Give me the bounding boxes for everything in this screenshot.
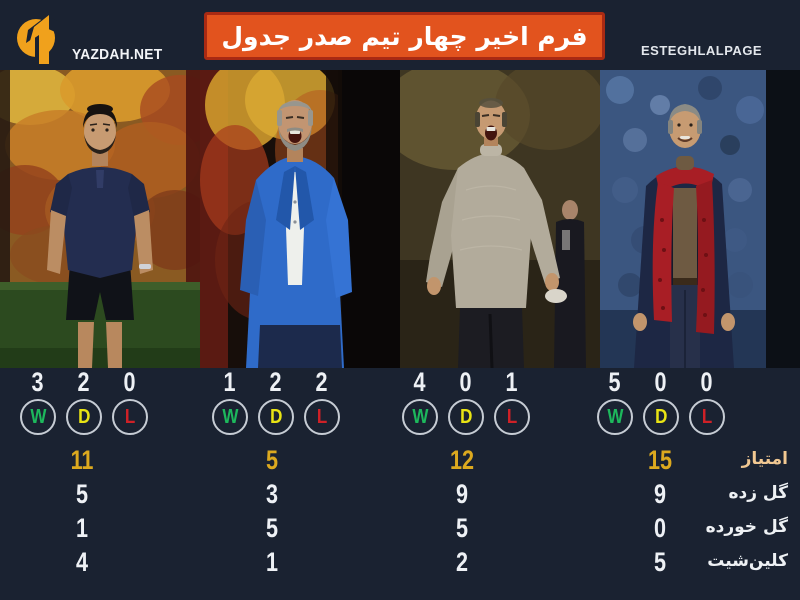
win-letter: W (221, 406, 239, 428)
team2-goals-conceded: 5 (265, 513, 279, 543)
credit-text: ESTEGHLALPAGE (641, 43, 763, 58)
loss-letter: L (506, 406, 518, 428)
team1-draws-count: 2 (77, 367, 91, 397)
team4-goals-conceded: 0 (653, 513, 667, 543)
draw-letter: D (77, 406, 91, 428)
coach-photo-strip (0, 70, 800, 368)
team4-goals-scored: 9 (653, 479, 667, 509)
team1-losses-count: 0 (123, 367, 137, 397)
loss-letter: L (701, 406, 713, 428)
team1-goals-scored: 5 (75, 479, 89, 509)
team4-points: 15 (647, 445, 673, 475)
clean-sheets-row: 4 1 2 5 کلین‌شیت (0, 546, 800, 580)
draw-badge: D (258, 399, 294, 435)
loss-badge: L (494, 399, 530, 435)
win-letter: W (606, 406, 624, 428)
team3-wins-count: 4 (413, 367, 427, 397)
coach-photo-4 (600, 70, 800, 368)
team2-clean-sheets: 1 (265, 547, 279, 577)
team3-form-block: 4 W 0 D 1 L (397, 368, 535, 435)
win-badge: W (212, 399, 248, 435)
team4-clean-sheets: 5 (653, 547, 667, 577)
win-letter: W (411, 406, 429, 428)
team3-clean-sheets: 2 (455, 547, 469, 577)
goals-conceded-label: گل خورده (705, 517, 788, 537)
team3-draws-count: 0 (459, 367, 473, 397)
team4-form-block: 5 W 0 D 0 L (592, 368, 730, 435)
coach-photo-1 (0, 70, 200, 368)
team3-goals-scored: 9 (455, 479, 469, 509)
draw-letter: D (459, 406, 473, 428)
site-name: YAZDAH.NET (72, 46, 163, 63)
loss-badge: L (304, 399, 340, 435)
points-label: امتیاز (741, 449, 788, 469)
draw-badge: D (66, 399, 102, 435)
page-title: فرم اخیر چهار تیم صدر جدول (221, 21, 588, 51)
team4-draws-count: 0 (654, 367, 668, 397)
team2-points: 5 (265, 445, 279, 475)
team2-goals-scored: 3 (265, 479, 279, 509)
team1-goals-conceded: 1 (75, 513, 89, 543)
win-badge: W (402, 399, 438, 435)
coach-photo-3 (400, 70, 600, 368)
goals-conceded-row: 1 5 5 0 گل خورده (0, 512, 800, 546)
team4-wins-count: 5 (608, 367, 622, 397)
draw-badge: D (448, 399, 484, 435)
team1-form-block: 3 W 2 D 0 L (15, 368, 153, 435)
coach-photo-2 (200, 70, 400, 368)
draw-letter: D (269, 406, 283, 428)
win-badge: W (597, 399, 633, 435)
draw-letter: D (654, 406, 668, 428)
loss-letter: L (124, 406, 136, 428)
team2-form-block: 1 W 2 D 2 L (207, 368, 345, 435)
loss-letter: L (316, 406, 328, 428)
team1-clean-sheets: 4 (75, 547, 89, 577)
loss-badge: L (689, 399, 725, 435)
draw-badge: D (643, 399, 679, 435)
team3-points: 12 (449, 445, 475, 475)
team2-wins-count: 1 (223, 367, 237, 397)
site-logo: YAZDAH.NET (16, 8, 186, 66)
team1-points: 11 (70, 445, 94, 475)
win-letter: W (29, 406, 47, 428)
yazdah-logo-icon (17, 14, 60, 64)
team4-losses-count: 0 (700, 367, 714, 397)
team3-goals-conceded: 5 (455, 513, 469, 543)
points-row: 11 5 12 15 امتیاز (0, 444, 800, 478)
team1-wins-count: 3 (31, 367, 45, 397)
goals-scored-row: 5 3 9 9 گل زده (0, 478, 800, 512)
goals-scored-label: گل زده (728, 483, 788, 503)
team2-draws-count: 2 (269, 367, 283, 397)
clean-sheets-label: کلین‌شیت (707, 551, 788, 571)
team2-losses-count: 2 (315, 367, 329, 397)
win-badge: W (20, 399, 56, 435)
team3-losses-count: 1 (505, 367, 519, 397)
loss-badge: L (112, 399, 148, 435)
title-banner: فرم اخیر چهار تیم صدر جدول (204, 12, 605, 60)
